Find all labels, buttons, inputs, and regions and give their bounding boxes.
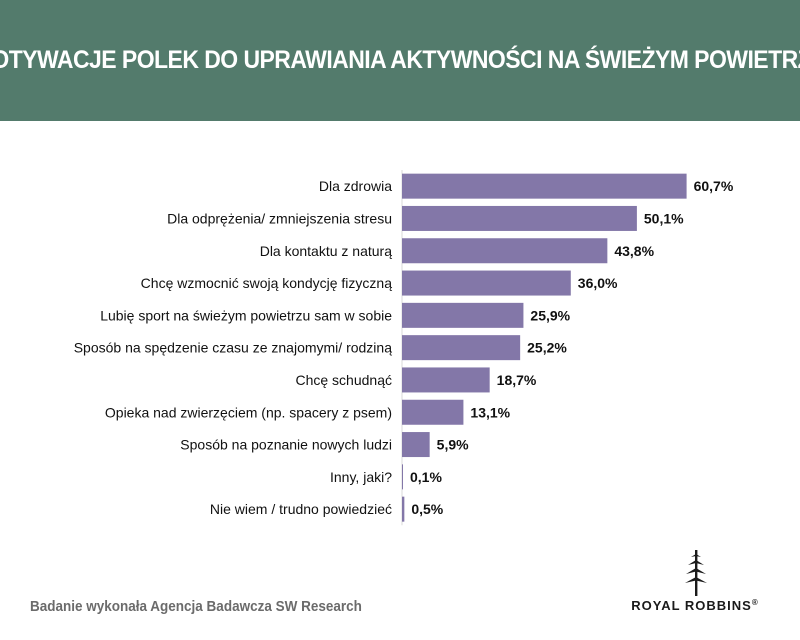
value-label: 50,1% [644,210,684,226]
category-label: Sposób na spędzenie czasu ze znajomymi/ … [74,340,393,356]
tree-icon [685,550,707,596]
category-label: Sposób na poznanie nowych ludzi [180,437,392,453]
header-banner [0,0,800,121]
page-title: MOTYWACJE POLEK DO UPRAWIANIA AKTYWNOŚCI… [0,46,800,74]
bar [402,464,403,490]
bar [402,173,687,199]
brand-logo: ROYAL ROBBINS® [620,550,780,620]
bar [402,270,571,296]
category-label: Chcę wzmocnić swoją kondycję fizyczną [141,275,393,291]
bar [402,302,524,328]
value-label: 0,1% [410,469,442,485]
bar [402,335,521,361]
bar-chart: Dla zdrowia 60,7% Dla odprężenia/ zmniejsz… [0,160,800,540]
value-label: 25,2% [527,340,567,356]
category-label: Nie wiem / trudno powiedzieć [210,501,392,517]
value-label: 60,7% [694,178,734,194]
value-label: 13,1% [470,404,510,420]
source-note: Badanie wykonała Agencja Badawcza SW Res… [30,598,362,615]
category-label: Dla kontaktu z naturą [260,243,393,259]
category-label: Dla odprężenia/ zmniejszenia stresu [167,210,392,226]
bar [402,432,430,458]
category-label: Dla zdrowia [319,178,392,194]
bar [402,205,637,231]
category-label: Opieka nad zwierzęciem (np. spacery z ps… [105,404,392,420]
value-label: 36,0% [578,275,618,291]
value-label: 0,5% [411,501,443,517]
chart-svg: Dla zdrowia 60,7% Dla odprężenia/ zmniejsz… [74,170,734,526]
value-label: 5,9% [437,437,469,453]
category-label: Lubię sport na świeżym powietrzu sam w s… [100,307,392,323]
bar [402,496,405,522]
value-label: 18,7% [497,372,537,388]
brand-name: ROYAL ROBBINS® [631,598,759,613]
category-label: Chcę schudnąć [295,372,392,388]
value-label: 43,8% [614,243,654,259]
value-label: 25,9% [530,307,570,323]
category-label: Inny, jaki? [330,469,392,485]
bar [402,367,490,393]
bar [402,399,464,425]
bar [402,238,608,264]
